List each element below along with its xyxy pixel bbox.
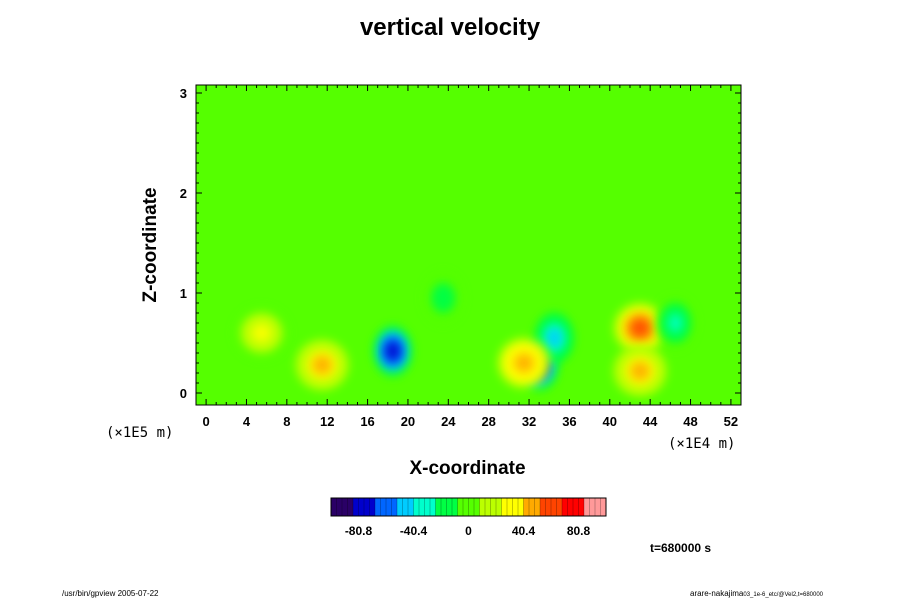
- colorbar-tick-label: 0: [465, 524, 472, 538]
- colorbar-cell: [413, 498, 420, 516]
- colorbar-cell: [567, 498, 574, 516]
- colorbar-cell: [375, 498, 381, 516]
- colorbar-cell: [584, 498, 590, 516]
- colorbar-cell: [369, 498, 376, 516]
- x-tick-label: 44: [643, 414, 658, 429]
- y-tick-label: 2: [180, 186, 187, 201]
- colorbar-tick-label: 40.4: [512, 524, 536, 538]
- x-tick-label: 8: [283, 414, 290, 429]
- heatmap-blob: [630, 318, 650, 338]
- colorbar-cell: [479, 498, 486, 516]
- footer-author-sub: 03_1e-6_etc/@Vel2,t=680000: [743, 592, 824, 598]
- x-tick-label: 36: [562, 414, 576, 429]
- colorbar-cell: [397, 498, 403, 516]
- footer-command: /usr/bin/gpview 2005-07-22: [62, 589, 159, 598]
- colorbar-cell: [507, 498, 513, 516]
- colorbar-cell: [485, 498, 491, 516]
- heatmap-blob: [385, 341, 401, 361]
- x-tick-label: 20: [401, 414, 415, 429]
- heatmap-blob: [251, 323, 272, 343]
- colorbar-cell: [490, 498, 497, 516]
- y-axis-label: Z-coordinate: [140, 187, 161, 303]
- colorbar-cell: [353, 498, 359, 516]
- colorbar-cell: [468, 498, 475, 516]
- colorbar-cell: [424, 498, 431, 516]
- colorbar-cell: [463, 498, 469, 516]
- colorbar-cell: [556, 498, 563, 516]
- chart-title: vertical velocity: [359, 14, 541, 41]
- colorbar-cell: [529, 498, 535, 516]
- colorbar-cell: [545, 498, 552, 516]
- colorbar-cell: [534, 498, 541, 516]
- x-tick-label: 0: [202, 414, 209, 429]
- colorbar-cell: [562, 498, 568, 516]
- y-tick-label: 1: [180, 286, 187, 301]
- y-tick-label: 0: [180, 386, 187, 401]
- x-tick-label: 4: [243, 414, 251, 429]
- x-tick-label: 12: [320, 414, 334, 429]
- colorbar-cell: [540, 498, 546, 516]
- colorbar-cell: [408, 498, 414, 516]
- heatmap-features: [235, 272, 695, 397]
- footer-author-main: arare-nakajima: [690, 589, 744, 598]
- colorbar-cell: [391, 498, 398, 516]
- x-tick-label: 24: [441, 414, 456, 429]
- x-axis-scale-label: (×1E4 m): [668, 436, 736, 452]
- heatmap-blob: [436, 288, 451, 308]
- colorbar-cell: [402, 498, 409, 516]
- colorbar-cell: [600, 498, 607, 516]
- colorbar-cell: [496, 498, 502, 516]
- colorbar-cell: [457, 498, 464, 516]
- colorbar-cell: [364, 498, 370, 516]
- x-tick-label: 28: [481, 414, 495, 429]
- colorbar-cell: [551, 498, 557, 516]
- x-tick-label: 52: [724, 414, 738, 429]
- colorbar-cell: [386, 498, 392, 516]
- colorbar-cell: [595, 498, 601, 516]
- colorbar-cell: [573, 498, 579, 516]
- footer-author: arare-nakajima03_1e-6_etc/@Vel2,t=680000: [690, 589, 823, 598]
- colorbar-cell: [336, 498, 343, 516]
- colorbar-cell: [452, 498, 458, 516]
- colorbar-tick-label: -80.8: [345, 524, 373, 538]
- colorbar-cell: [347, 498, 354, 516]
- colorbar-cell: [501, 498, 508, 516]
- colorbar-cell: [435, 498, 442, 516]
- colorbar-cell: [358, 498, 365, 516]
- heatmap-blob: [312, 355, 333, 375]
- time-label: t=680000 s: [650, 541, 712, 555]
- colorbar-cell: [380, 498, 387, 516]
- y-tick-label: 3: [180, 86, 187, 101]
- colorbar-cell: [589, 498, 596, 516]
- x-axis-label: X-coordinate: [409, 458, 526, 479]
- x-tick-label: 40: [603, 414, 617, 429]
- colorbar-tick-label: -40.4: [400, 524, 428, 538]
- colorbar-tick-label: 80.8: [567, 524, 591, 538]
- colorbar-cell: [578, 498, 585, 516]
- colorbar-cell: [518, 498, 524, 516]
- colorbar-cell: [474, 498, 480, 516]
- colorbar-cell: [419, 498, 425, 516]
- colorbar-cell: [523, 498, 530, 516]
- colorbar-cell: [331, 498, 337, 516]
- x-tick-label: 16: [360, 414, 374, 429]
- colorbar-cell: [342, 498, 348, 516]
- colorbar-cell: [446, 498, 453, 516]
- colorbar-cell: [430, 498, 436, 516]
- x-tick-label: 32: [522, 414, 536, 429]
- heatmap-blob: [547, 328, 562, 348]
- colorbar-frame: [330, 497, 607, 517]
- x-tick-label: 48: [683, 414, 697, 429]
- y-axis-scale-label: (×1E5 m): [106, 425, 174, 441]
- heatmap-blob: [668, 313, 683, 333]
- heatmap-blob: [514, 353, 534, 373]
- colorbar-cell: [441, 498, 447, 516]
- heatmap-blob: [630, 361, 650, 381]
- colorbar-cell: [512, 498, 519, 516]
